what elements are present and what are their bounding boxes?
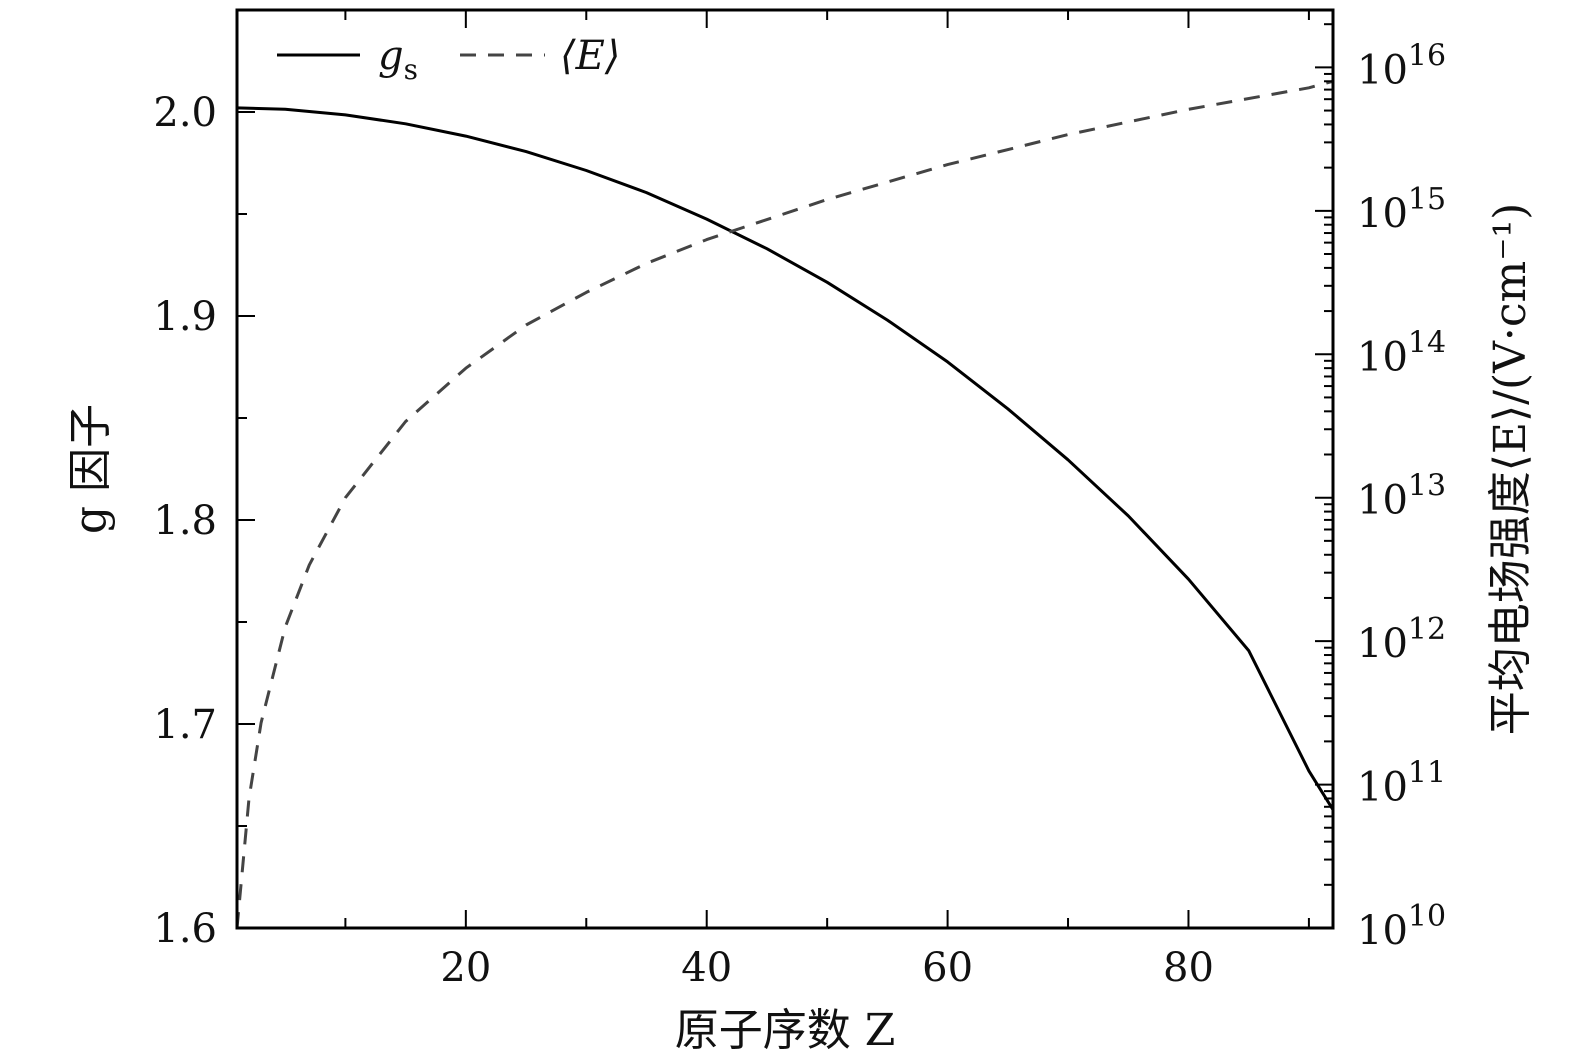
y-right-tick-label: 1014	[1357, 325, 1446, 380]
legend-label-E: ⟨E⟩	[560, 33, 620, 79]
y-right-tick-label: 1015	[1357, 182, 1446, 237]
x-tick-label: 20	[440, 945, 491, 991]
legend: gs ⟨E⟩	[277, 33, 620, 86]
x-tick-label: 80	[1163, 945, 1214, 991]
y-right-tick-label: 1011	[1357, 756, 1446, 811]
y-right-tick-label: 1010	[1357, 899, 1446, 954]
x-tick-label: 40	[681, 945, 732, 991]
y-axis-right-title: 平均电场强度⟨E⟩/(V·cm⁻¹)	[1485, 203, 1536, 736]
x-tick-label: 60	[922, 945, 973, 991]
series-line-gs	[236, 106, 1335, 811]
y-axis-left-title: g 因子	[65, 404, 116, 534]
y-right-tick-label: 1016	[1357, 38, 1446, 93]
legend-label-gs: gs	[378, 33, 418, 86]
plot-frame	[235, 8, 1335, 930]
axis-ticks: 20 40 60 80 1.6 1.7 1.8 1.9 2.0 1010 1011 1012 1013 1…	[153, 9, 1446, 991]
y-left-tick-label: 1.7	[153, 702, 217, 748]
y-left-tick-label: 1.9	[153, 294, 217, 340]
x-axis-title: 原子序数 Z	[675, 1005, 896, 1056]
y-left-tick-label: 1.6	[153, 906, 217, 952]
y-right-tick-label: 1012	[1357, 612, 1446, 667]
y-right-tick-label: 1013	[1357, 469, 1446, 524]
y-left-tick-label: 2.0	[153, 90, 217, 136]
y-left-tick-label: 1.8	[153, 498, 217, 544]
series-line-E	[235, 79, 1334, 929]
plot-area	[235, 79, 1335, 929]
